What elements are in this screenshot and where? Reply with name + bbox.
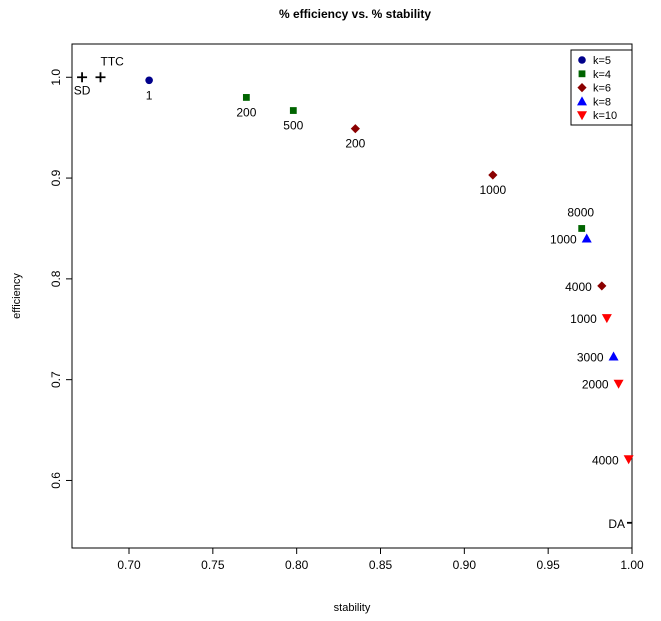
x-tick-label: 1.00 <box>620 558 644 572</box>
legend-label: k=5 <box>593 55 611 67</box>
series-k=5: 1 <box>145 76 153 102</box>
x-axis-label: stability <box>334 602 371 614</box>
point-marker <box>145 76 153 85</box>
point-label: 500 <box>283 119 303 133</box>
series-k=6: 200 1000 4000 <box>345 124 607 294</box>
point-label: 1000 <box>479 183 506 197</box>
series-baselines: SD TTC DA <box>74 54 632 531</box>
series-k=4: 200 500 8000 <box>236 94 594 232</box>
point-label: 4000 <box>592 453 619 467</box>
chart-title: % efficiency vs. % stability <box>279 7 431 21</box>
series-k=8: 1000 3000 <box>550 233 619 364</box>
point-marker <box>608 351 619 361</box>
series-k=10: 1000 2000 4000 <box>570 312 634 467</box>
legend-marker <box>577 83 587 93</box>
point-marker <box>597 281 607 291</box>
point-label: 2000 <box>582 378 609 392</box>
point-label: 3000 <box>577 350 604 364</box>
data-points: 1 200 500 8000 200 1000 4000 1000 3000 1000 2000 40… <box>74 54 634 531</box>
legend-label: k=6 <box>593 83 611 95</box>
legend-marker <box>577 96 587 106</box>
x-axis: 0.70 0.75 0.80 0.85 0.90 0.95 1.00 <box>117 548 644 572</box>
point-label: TTC <box>101 54 125 68</box>
point-label: DA <box>608 517 625 531</box>
x-tick-label: 0.70 <box>117 558 141 572</box>
legend-label: k=8 <box>593 96 611 108</box>
y-tick-label: 0.8 <box>49 270 63 287</box>
x-tick-label: 0.75 <box>201 558 225 572</box>
point-marker <box>623 455 634 465</box>
point-label: SD <box>74 83 91 97</box>
point-label: 200 <box>345 137 365 151</box>
point-label: 1000 <box>550 233 577 247</box>
legend: k=5 k=4 k=6k=8 k=10 <box>570 49 633 126</box>
point-label: 1 <box>146 88 153 102</box>
point-label: 8000 <box>567 205 594 219</box>
y-tick-label: 0.7 <box>49 371 63 388</box>
legend-marker <box>578 70 586 78</box>
point-marker <box>95 72 106 83</box>
point-label: 200 <box>236 105 256 119</box>
legend-label: k=10 <box>593 110 617 122</box>
y-axis-label: efficiency <box>11 273 23 319</box>
y-tick-label: 0.6 <box>49 472 63 489</box>
y-tick-label: 1.0 <box>49 69 63 86</box>
point-marker <box>613 379 624 389</box>
point-marker <box>578 225 586 232</box>
point-marker <box>601 314 612 324</box>
legend-marker <box>578 56 586 64</box>
x-tick-label: 0.80 <box>285 558 309 572</box>
point-marker <box>488 170 498 180</box>
x-tick-label: 0.95 <box>536 558 560 572</box>
x-tick-label: 0.90 <box>453 558 477 572</box>
legend-label: k=4 <box>593 69 611 81</box>
y-axis: 0.6 0.7 0.8 0.9 1.0 <box>49 69 72 489</box>
point-marker <box>350 124 360 134</box>
point-marker <box>242 94 250 101</box>
x-tick-label: 0.85 <box>369 558 393 572</box>
point-marker <box>581 233 592 243</box>
plot-frame <box>71 43 633 549</box>
point-marker <box>289 107 297 114</box>
point-marker <box>77 72 88 83</box>
point-label: 1000 <box>570 312 597 326</box>
y-tick-label: 0.9 <box>49 169 63 186</box>
legend-marker <box>577 111 587 121</box>
point-label: 4000 <box>565 280 592 294</box>
